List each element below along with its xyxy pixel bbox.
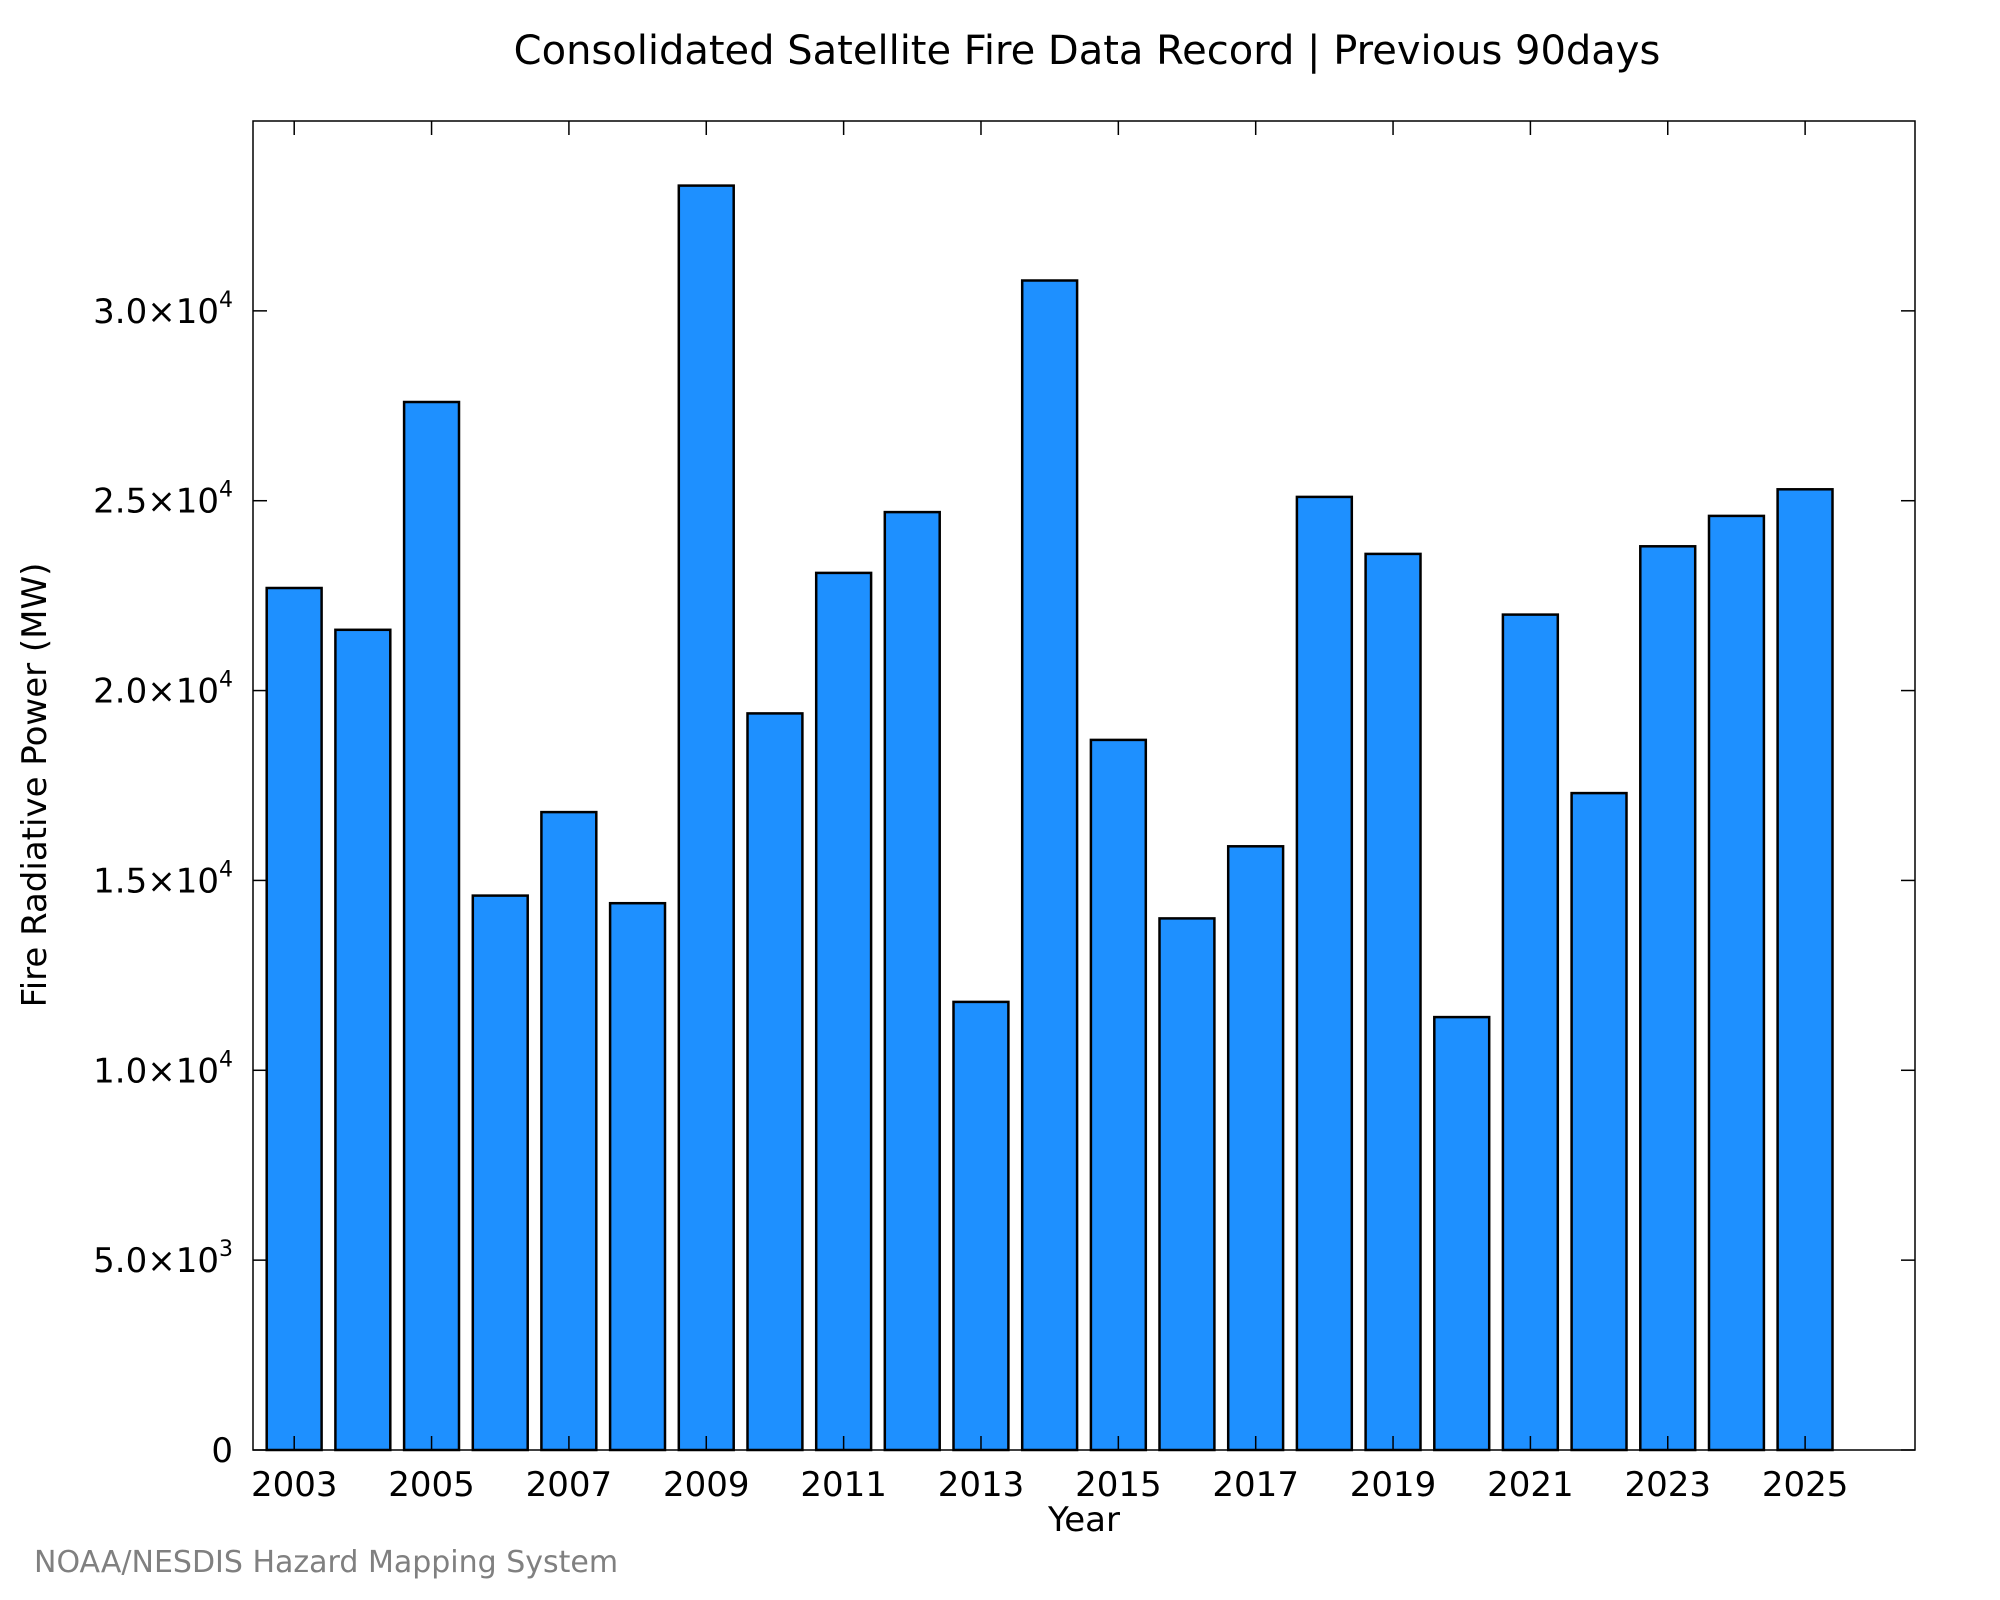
bar-2005 (402, 400, 461, 1452)
bar-2024 (1707, 514, 1766, 1452)
x-tick-label-2017: 2017 (1212, 1465, 1299, 1505)
bar-2007 (540, 810, 598, 1452)
bar-2020 (1433, 1015, 1491, 1452)
footer-credit: NOAA/NESDIS Hazard Mapping System (34, 1545, 618, 1580)
bar-2017 (1226, 845, 1285, 1452)
bar-2016 (1158, 917, 1216, 1452)
bar-2021 (1501, 613, 1560, 1452)
x-axis-label: Year (1047, 1500, 1120, 1540)
bar-2025 (1776, 488, 1834, 1452)
y-tick-label-5000: 5.0×103 (93, 1237, 233, 1281)
x-tick-label-2021: 2021 (1487, 1465, 1574, 1505)
plot-frame (252, 120, 1916, 1451)
bar-2013 (952, 1000, 1010, 1452)
bar-2023 (1639, 545, 1697, 1452)
y-tick-label-0: 0 (211, 1431, 233, 1471)
x-tick-label-2013: 2013 (938, 1465, 1025, 1505)
bars-layer (265, 184, 1834, 1452)
x-tick-label-2005: 2005 (388, 1465, 475, 1505)
bar-2003 (265, 586, 323, 1452)
x-tick-label-2019: 2019 (1350, 1465, 1437, 1505)
x-tick-label-2015: 2015 (1075, 1465, 1162, 1505)
ticks-layer: 2003 2005 2007 2009 2011 2013 2015 2017 2019 2021… (93, 121, 1915, 1505)
y-tick-label-25000: 2.5×104 (93, 478, 233, 522)
y-axis-label: Fire Radiative Power (MW) (15, 563, 55, 1008)
x-tick-label-2009: 2009 (663, 1465, 750, 1505)
y-tick-label-20000: 2.0×104 (93, 668, 233, 712)
bar-2018 (1295, 495, 1354, 1452)
bar-2006 (471, 894, 529, 1452)
bar-2022 (1570, 791, 1628, 1452)
x-tick-label-2011: 2011 (800, 1465, 887, 1505)
x-tick-label-2025: 2025 (1762, 1465, 1849, 1505)
bar-2012 (883, 510, 941, 1452)
x-tick-label-2003: 2003 (251, 1465, 338, 1505)
bar-2014 (1020, 279, 1079, 1452)
y-tick-label-30000: 3.0×104 (93, 288, 233, 332)
chart-title: Consolidated Satellite Fire Data Record … (514, 28, 1661, 74)
bar-2009 (677, 184, 735, 1452)
x-tick-label-2007: 2007 (526, 1465, 613, 1505)
bar-2004 (334, 628, 392, 1452)
bar-2015 (1089, 738, 1148, 1452)
y-tick-label-10000: 1.0×104 (93, 1047, 233, 1091)
bar-2010 (746, 712, 804, 1452)
bar-2011 (814, 571, 873, 1452)
y-tick-label-15000: 1.5×104 (93, 857, 233, 901)
x-tick-label-2023: 2023 (1624, 1465, 1711, 1505)
bar-2019 (1364, 552, 1422, 1452)
bar-2008 (608, 901, 667, 1452)
